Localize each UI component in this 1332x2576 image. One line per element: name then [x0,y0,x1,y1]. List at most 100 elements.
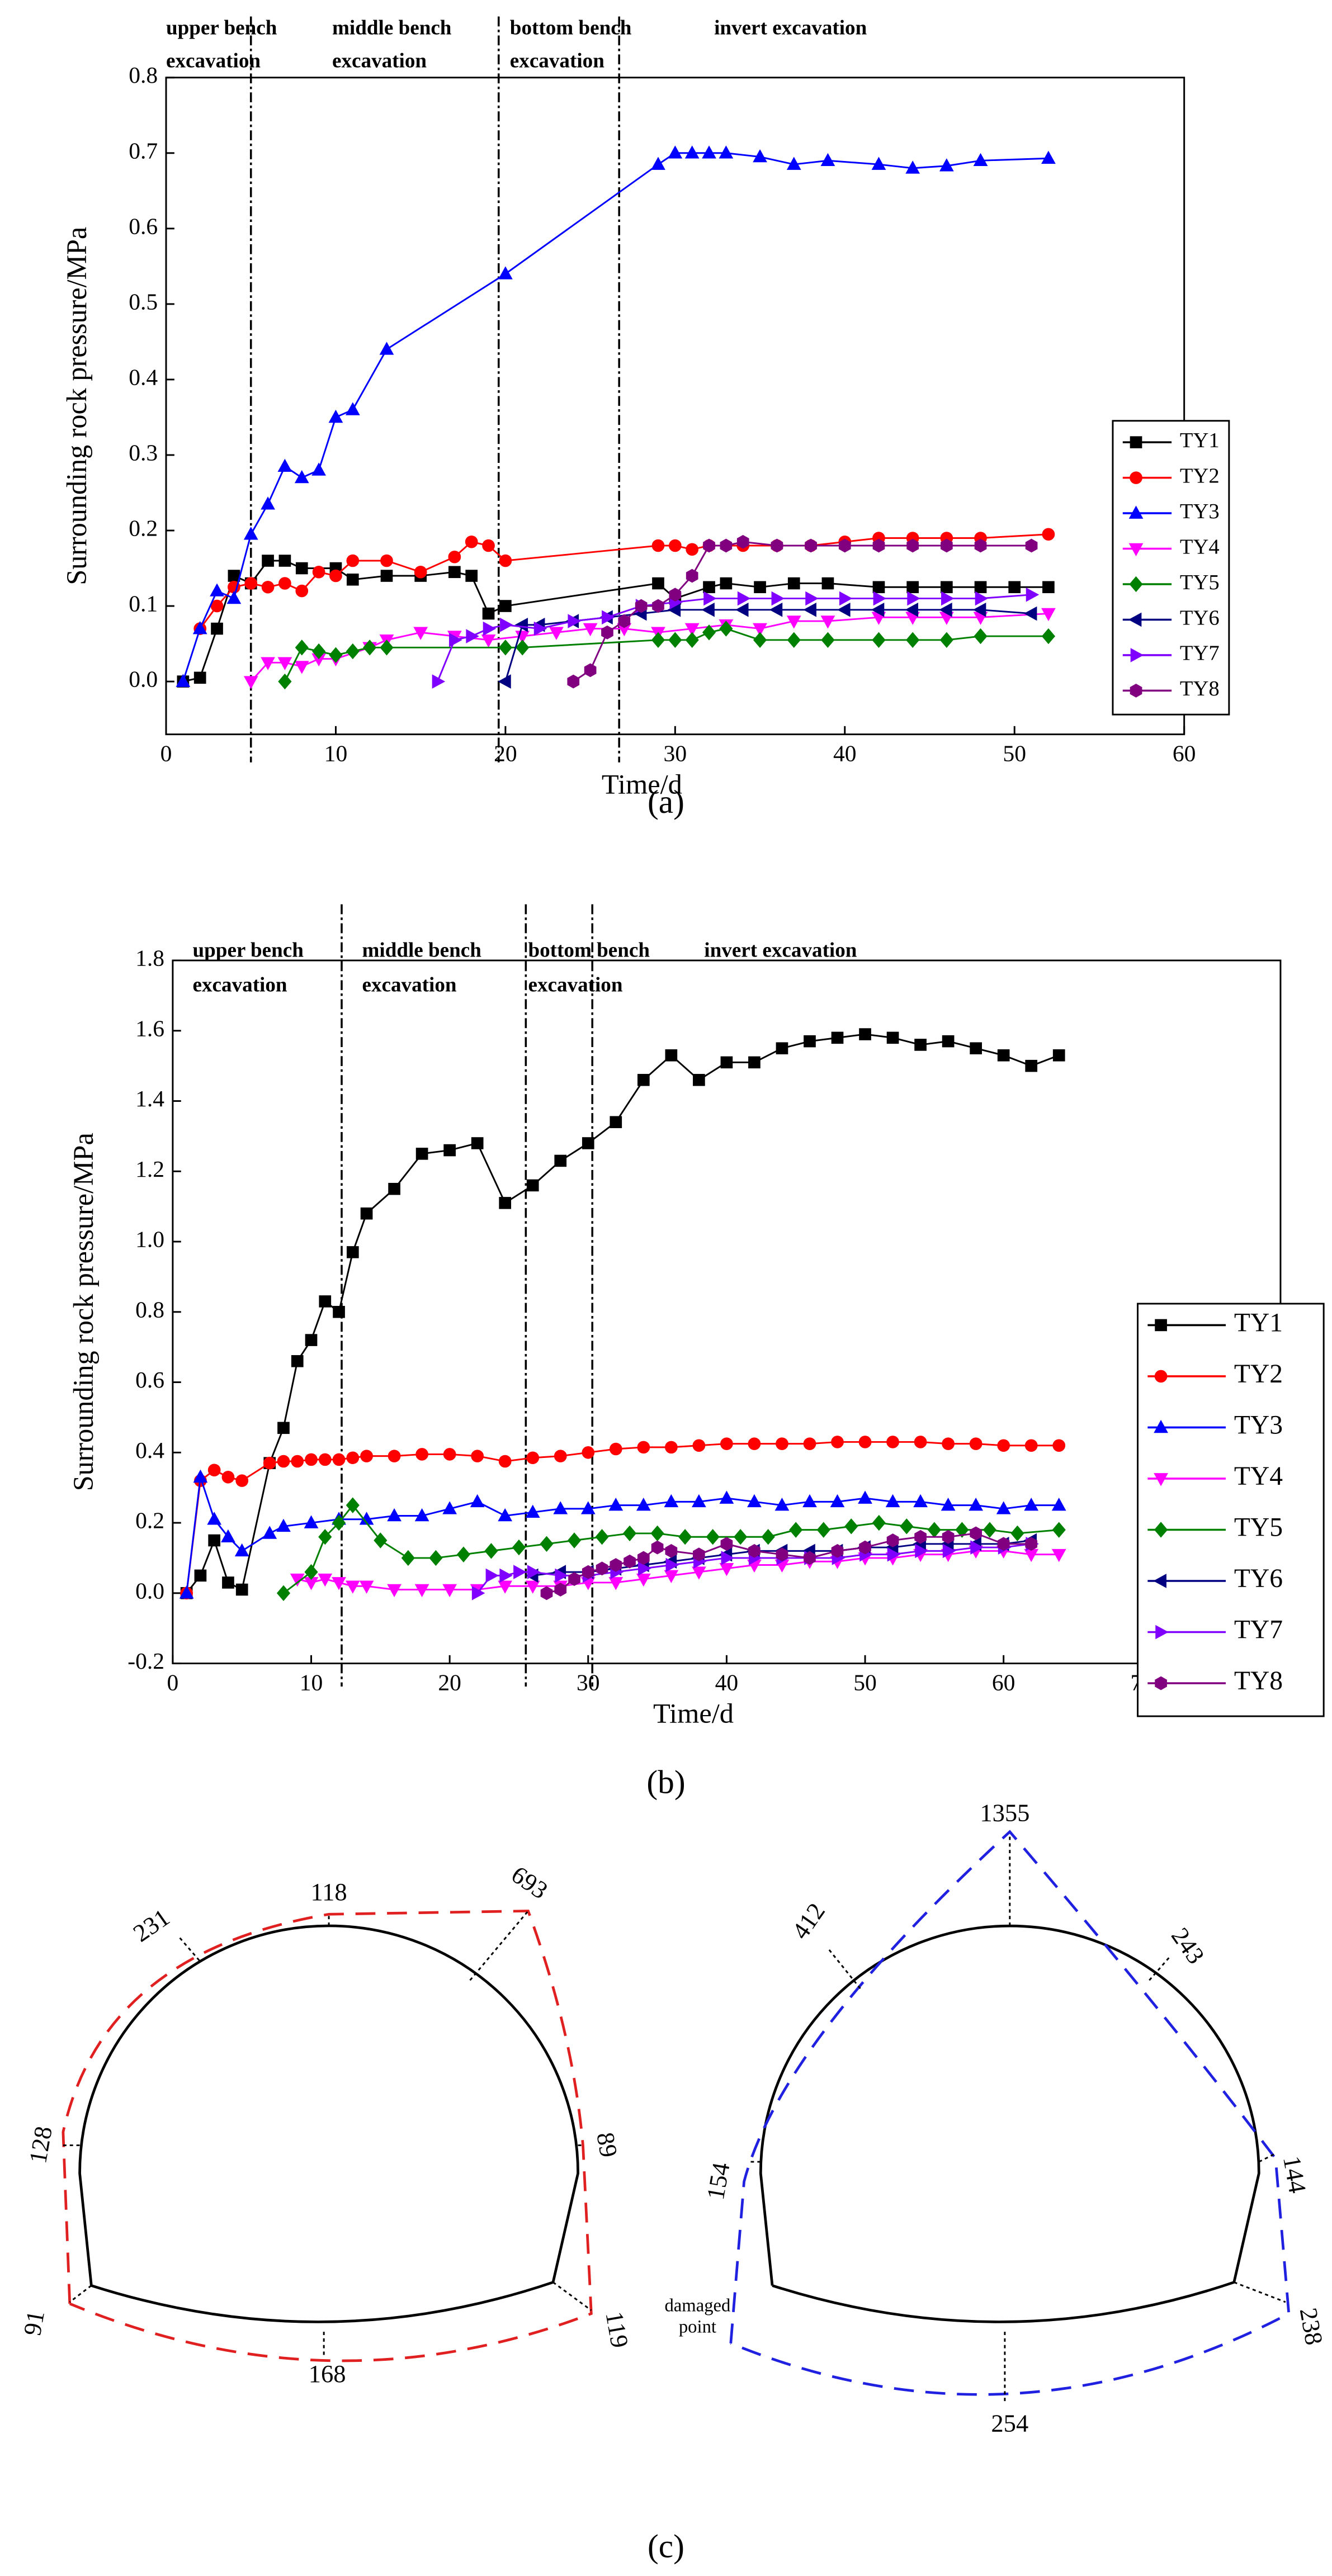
marker [886,1436,899,1448]
line-chart: -0.2 0.0 0.2 0.4 0.6 0.8 1.0 1.2 1.4 1.6 1.8 0 10 20 3… [68,904,1325,1801]
marker [277,458,292,472]
series-line [284,628,1048,682]
marker [601,625,613,640]
marker [499,600,512,612]
marker [448,566,461,579]
marker [291,1455,304,1468]
marker [635,599,648,613]
pressure-label: 144 [1278,2154,1312,2195]
marker [941,581,953,594]
marker [318,1529,332,1545]
marker [669,588,682,602]
pressure-label: 243 [1166,1922,1210,1969]
y-axis-label: Surrounding rock pressure/MPa [61,227,92,585]
marker [702,624,716,641]
marker [1052,1522,1066,1538]
legend-label: TY7 [1180,642,1220,665]
marker [885,1494,900,1508]
stage-annotation: bottom bench [510,17,632,40]
marker [526,1179,539,1192]
marker [913,1494,928,1508]
marker [516,640,530,656]
marker [1130,471,1142,484]
marker [996,1501,1011,1514]
marker [776,1547,788,1562]
marker [374,1532,388,1549]
marker [262,555,274,567]
marker [580,1501,596,1514]
marker [872,1514,886,1531]
marker [533,621,547,636]
marker [277,1422,290,1434]
marker [942,1530,955,1544]
legend-box [1137,1303,1325,1717]
marker [748,1543,761,1558]
marker [831,1031,844,1044]
marker [803,603,816,617]
marker [332,1514,346,1531]
pressure-label: 412 [786,1898,830,1944]
y-tick-label: 1.2 [135,1156,164,1182]
marker [193,1469,208,1483]
marker [554,1583,567,1597]
pressure-label: 154 [701,2161,735,2202]
marker [969,1498,984,1511]
marker [1128,543,1144,557]
marker [498,1580,513,1594]
marker [414,1508,429,1522]
marker [664,1494,679,1508]
legend-label: TY8 [1180,677,1220,700]
marker [686,543,699,556]
marker [387,1584,402,1598]
marker [837,603,851,617]
marker [549,627,564,640]
marker [243,527,258,540]
marker [941,1498,956,1511]
marker [787,632,801,648]
diagram-labels: 118 231 693 128 89 91 119 168 1355 412 2… [18,1798,1329,2437]
y-tick-label: 0.4 [135,1437,164,1463]
marker [753,149,767,163]
y-tick-label: 0.2 [135,1508,164,1533]
marker [1008,581,1021,594]
legend-label: TY7 [1234,1615,1283,1644]
marker [636,1498,651,1511]
marker [974,628,988,645]
y-tick-label: 0.6 [129,213,158,239]
marker [465,570,478,582]
marker [830,1494,845,1508]
pressure-label: 118 [310,1878,347,1906]
marker [915,1543,928,1559]
marker [831,1436,844,1448]
marker [805,538,817,553]
x-tick-label: 20 [438,1670,461,1696]
legend: TY1 TY2 TY3 TY4 TY5 TY6 TY7 TY8 [1112,420,1230,716]
marker [276,1585,291,1602]
marker [1041,150,1056,164]
marker [360,1207,373,1220]
y-tick-label: 0.3 [129,440,158,466]
marker [652,577,664,590]
marker [637,1551,650,1565]
marker [448,550,461,564]
marker [886,1533,899,1547]
marker [1155,1319,1167,1332]
pressure-label: 254 [991,2409,1028,2437]
marker [914,1039,927,1051]
marker [736,534,749,549]
marker [887,1547,901,1562]
marker [346,574,359,586]
series-line [186,1476,1059,1593]
marker [525,1580,540,1594]
marker [568,1572,580,1587]
marker [939,632,953,648]
marker [692,1439,706,1452]
marker [380,554,393,567]
marker [720,1056,733,1069]
legend: TY1 TY2 TY3 TY4 TY5 TY6 TY7 TY8 [1137,1303,1325,1717]
marker [886,1031,899,1044]
marker [567,1532,582,1549]
marker [278,577,291,590]
marker [1052,1439,1066,1452]
marker [686,569,698,583]
